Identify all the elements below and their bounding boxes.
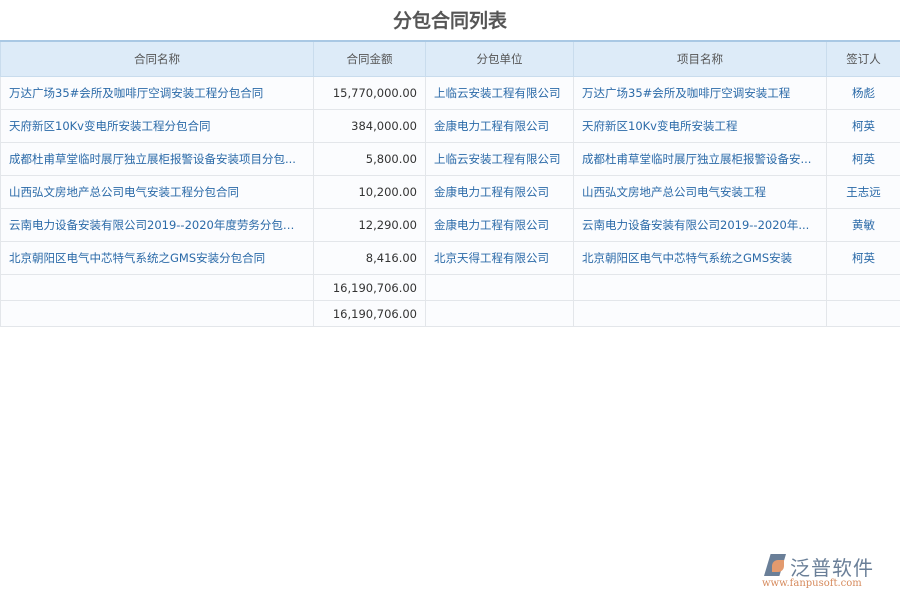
contract-name-cell[interactable]: 天府新区10Kv变电所安装工程分包合同 — [0, 109, 314, 143]
total-amount: 16,190,706.00 — [313, 300, 426, 327]
table-row[interactable]: 云南电力设备安装有限公司2019--2020年度劳务分包合同 12,290.00 金… — [0, 208, 900, 242]
contract-name-cell[interactable]: 山西弘文房地产总公司电气安装工程分包合同 — [0, 175, 314, 209]
logo-icon-accent — [772, 560, 784, 572]
contract-name-cell[interactable]: 成都杜甫草堂临时展厅独立展柜报警设备安装项目分包... — [0, 142, 314, 176]
table-row[interactable]: 北京朝阳区电气中芯特气系统之GMS安装分包合同 8,416.00 北京天得工程有限公… — [0, 241, 900, 275]
signer-cell[interactable]: 柯英 — [826, 109, 900, 143]
logo-name: 泛普软件 — [790, 556, 874, 580]
total-amount: 16,190,706.00 — [313, 274, 426, 301]
empty-cell — [425, 274, 574, 301]
amount-cell: 15,770,000.00 — [313, 76, 426, 110]
column-header-contract-name[interactable]: 合同名称 — [0, 40, 314, 77]
project-name-cell[interactable]: 山西弘文房地产总公司电气安装工程 — [573, 175, 827, 209]
project-name-cell[interactable]: 成都杜甫草堂临时展厅独立展柜报警设备安... — [573, 142, 827, 176]
subcontractor-cell[interactable]: 金康电力工程有限公司 — [425, 109, 574, 143]
subcontractor-cell[interactable]: 上临云安装工程有限公司 — [425, 142, 574, 176]
signer-cell[interactable]: 杨彪 — [826, 76, 900, 110]
project-name-cell[interactable]: 万达广场35#会所及咖啡厅空调安装工程 — [573, 76, 827, 110]
project-name-cell[interactable]: 天府新区10Kv变电所安装工程 — [573, 109, 827, 143]
subcontractor-cell[interactable]: 北京天得工程有限公司 — [425, 241, 574, 275]
empty-cell — [826, 300, 900, 327]
amount-cell: 384,000.00 — [313, 109, 426, 143]
subcontractor-cell[interactable]: 上临云安装工程有限公司 — [425, 76, 574, 110]
empty-cell — [573, 274, 827, 301]
empty-cell — [826, 274, 900, 301]
fanpu-logo: 泛普软件 www.fanpusoft.com — [760, 552, 890, 592]
header-row: 合同名称 合同金额 分包单位 项目名称 签订人 — [0, 40, 900, 77]
signer-cell[interactable]: 王志远 — [826, 175, 900, 209]
contract-table: 合同名称 合同金额 分包单位 项目名称 签订人 万达广场35#会所及咖啡厅空调安… — [0, 40, 900, 327]
column-header-signer[interactable]: 签订人 — [826, 40, 900, 77]
signer-cell[interactable]: 柯英 — [826, 241, 900, 275]
project-name-cell[interactable]: 云南电力设备安装有限公司2019--2020年... — [573, 208, 827, 242]
column-header-amount[interactable]: 合同金额 — [313, 40, 426, 77]
total-row: 16,190,706.00 — [0, 300, 900, 327]
amount-cell: 10,200.00 — [313, 175, 426, 209]
table-row[interactable]: 万达广场35#会所及咖啡厅空调安装工程分包合同 15,770,000.00 上临云安… — [0, 76, 900, 110]
column-header-project-name[interactable]: 项目名称 — [573, 40, 827, 77]
signer-cell[interactable]: 柯英 — [826, 142, 900, 176]
subcontractor-cell[interactable]: 金康电力工程有限公司 — [425, 208, 574, 242]
table-row[interactable]: 天府新区10Kv变电所安装工程分包合同 384,000.00 金康电力工程有限公司天… — [0, 109, 900, 143]
empty-cell — [0, 300, 314, 327]
page-title: 分包合同列表 — [392, 10, 507, 32]
subcontractor-cell[interactable]: 金康电力工程有限公司 — [425, 175, 574, 209]
empty-cell — [573, 300, 827, 327]
total-row: 16,190,706.00 — [0, 274, 900, 301]
amount-cell: 8,416.00 — [313, 241, 426, 275]
empty-cell — [0, 274, 314, 301]
contract-name-cell[interactable]: 北京朝阳区电气中芯特气系统之GMS安装分包合同 — [0, 241, 314, 275]
table-row[interactable]: 山西弘文房地产总公司电气安装工程分包合同 10,200.00 金康电力工程有限公司山… — [0, 175, 900, 209]
project-name-cell[interactable]: 北京朝阳区电气中芯特气系统之GMS安装 — [573, 241, 827, 275]
contract-name-cell[interactable]: 万达广场35#会所及咖啡厅空调安装工程分包合同 — [0, 76, 314, 110]
signer-cell[interactable]: 黄敏 — [826, 208, 900, 242]
logo-url: www.fanpusoft.com — [762, 578, 862, 589]
contract-name-cell[interactable]: 云南电力设备安装有限公司2019--2020年度劳务分包合同 — [0, 208, 314, 242]
table-row[interactable]: 成都杜甫草堂临时展厅独立展柜报警设备安装项目分包... 5,800.00 上临云安装… — [0, 142, 900, 176]
empty-cell — [425, 300, 574, 327]
column-header-subcontractor[interactable]: 分包单位 — [425, 40, 574, 77]
amount-cell: 12,290.00 — [313, 208, 426, 242]
amount-cell: 5,800.00 — [313, 142, 426, 176]
